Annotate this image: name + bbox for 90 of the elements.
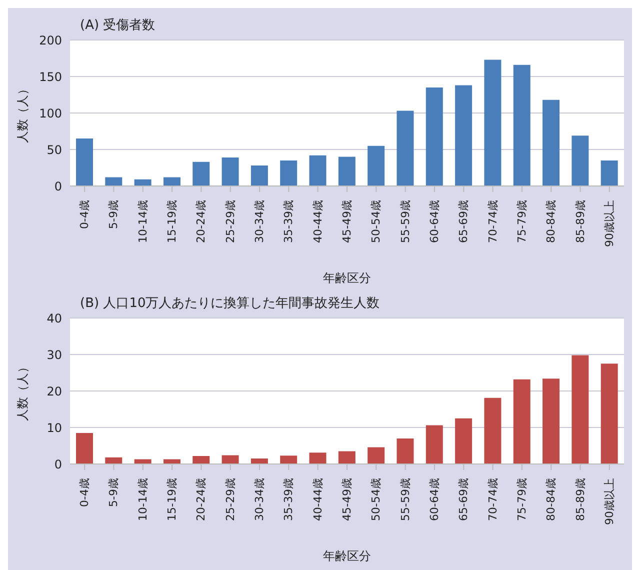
x-axis-title: 年齢区分 <box>323 549 371 563</box>
y-tick-label: 0 <box>54 457 62 472</box>
x-tick-label: 85-89歳 <box>574 478 587 521</box>
bar <box>572 136 589 186</box>
bar <box>484 398 502 464</box>
x-tick-label: 10-14歳 <box>136 200 150 243</box>
y-tick-label: 20 <box>46 384 62 398</box>
x-tick-label: 45-49歳 <box>340 200 354 243</box>
x-tick-label: 80-84歳 <box>544 478 558 521</box>
bar <box>222 455 239 464</box>
y-axis-title: 人数（人） <box>15 83 30 143</box>
bar <box>542 378 560 464</box>
bar <box>163 177 180 186</box>
bar <box>513 64 530 186</box>
x-tick-label: 10-14歳 <box>136 478 150 521</box>
x-tick-label: 45-49歳 <box>340 478 354 521</box>
y-tick-label: 30 <box>46 348 62 362</box>
x-tick-label: 30-34歳 <box>253 478 266 521</box>
x-tick-label: 50-54歳 <box>370 200 383 243</box>
x-tick-label: 20-24歳 <box>194 200 208 243</box>
bar <box>134 179 152 186</box>
bar <box>396 110 414 186</box>
x-tick-label: 0-4歳 <box>78 478 92 507</box>
bar <box>572 355 589 464</box>
bar <box>222 158 239 186</box>
x-tick-label: 55-59歳 <box>398 200 412 243</box>
x-tick-label: 50-54歳 <box>370 478 383 521</box>
x-tick-label: 5-9歳 <box>107 200 120 229</box>
bar <box>192 456 210 464</box>
x-tick-label: 40-44歳 <box>311 200 324 243</box>
bar <box>250 166 268 186</box>
bar <box>368 447 385 464</box>
x-tick-label: 60-64歳 <box>428 200 441 243</box>
x-tick-label: 25-29歳 <box>224 200 237 243</box>
x-tick-label: 0-4歳 <box>78 200 92 229</box>
y-tick-label: 150 <box>39 70 62 84</box>
bar <box>426 425 443 464</box>
y-tick-label: 0 <box>54 179 62 194</box>
x-tick-label: 70-74歳 <box>486 200 500 243</box>
bar <box>105 177 122 186</box>
y-tick-label: 10 <box>46 420 62 435</box>
x-tick-label: 90歳以上 <box>602 200 616 247</box>
bar <box>513 379 530 464</box>
bar <box>309 452 326 464</box>
x-tick-label: 5-9歳 <box>107 478 120 507</box>
y-tick-label: 100 <box>39 106 62 120</box>
y-tick-label: 40 <box>46 311 62 326</box>
x-tick-label: 65-69歳 <box>457 200 470 243</box>
bar <box>368 146 385 186</box>
bar <box>309 155 326 186</box>
x-tick-label: 75-79歳 <box>515 200 528 243</box>
x-tick-label: 40-44歳 <box>311 478 324 521</box>
bar <box>250 458 268 464</box>
bar <box>280 456 298 464</box>
x-tick-label: 25-29歳 <box>224 478 237 521</box>
x-tick-label: 15-19歳 <box>166 200 179 243</box>
bar <box>338 156 356 186</box>
chart-title: (A) 受傷者数 <box>80 17 156 34</box>
bar <box>76 138 93 186</box>
bar <box>76 432 93 464</box>
bar <box>484 60 502 186</box>
x-tick-label: 30-34歳 <box>253 200 266 243</box>
bar <box>542 100 560 186</box>
x-tick-label: 60-64歳 <box>428 478 441 521</box>
x-tick-label: 90歳以上 <box>602 478 616 525</box>
bar <box>280 160 298 186</box>
y-tick-label: 50 <box>46 142 62 157</box>
bar <box>396 438 414 464</box>
x-tick-label: 35-39歳 <box>282 200 296 243</box>
x-tick-label: 35-39歳 <box>282 478 296 521</box>
bar <box>455 85 472 186</box>
x-tick-label: 20-24歳 <box>194 478 208 521</box>
y-tick-label: 200 <box>39 33 62 48</box>
x-tick-label: 75-79歳 <box>515 478 528 521</box>
x-tick-label: 55-59歳 <box>398 478 412 521</box>
bar <box>455 418 472 464</box>
bar <box>600 364 618 464</box>
y-axis-title: 人数（人） <box>15 361 30 421</box>
bar <box>338 451 356 464</box>
x-tick-label: 15-19歳 <box>166 478 179 521</box>
x-tick-label: 65-69歳 <box>457 478 470 521</box>
x-tick-label: 70-74歳 <box>486 478 500 521</box>
bar <box>105 457 122 464</box>
chart-title: (B) 人口10万人あたりに換算した年間事故発生人数 <box>80 295 380 312</box>
bar <box>192 162 210 186</box>
x-axis-title: 年齢区分 <box>323 271 371 285</box>
x-tick-label: 80-84歳 <box>544 200 558 243</box>
bar <box>426 87 443 186</box>
bar <box>600 160 618 186</box>
x-tick-label: 85-89歳 <box>574 200 587 243</box>
